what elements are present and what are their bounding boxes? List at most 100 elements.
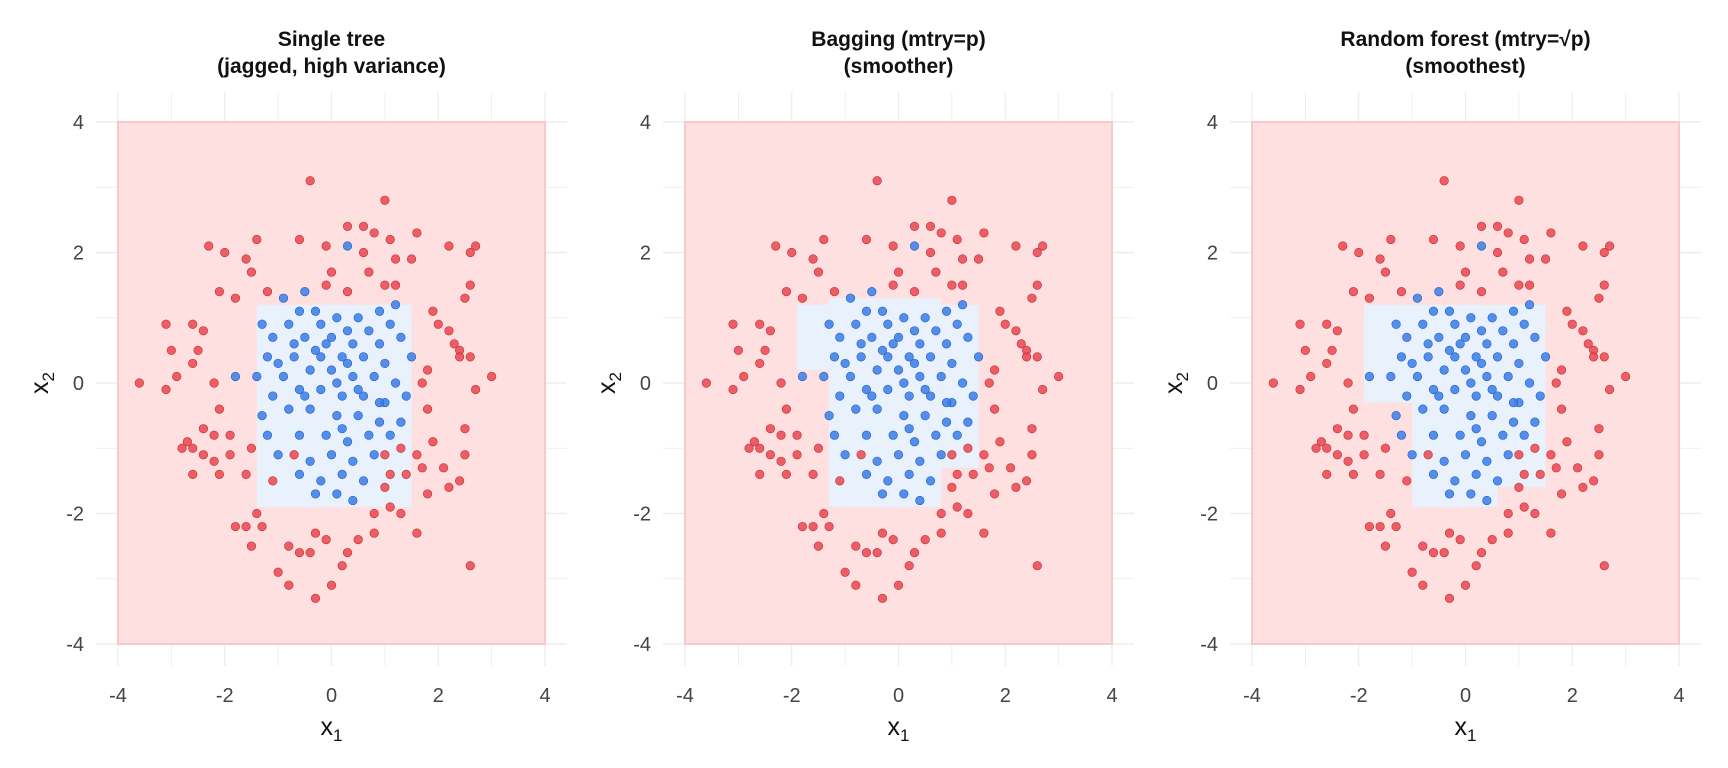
data-point-blue (310, 489, 321, 499)
data-point-blue (385, 430, 395, 440)
data-point-red (358, 221, 369, 231)
data-point-blue (348, 495, 358, 506)
data-point-red (925, 247, 936, 258)
data-point-red (1546, 228, 1556, 238)
data-point-red (1348, 287, 1359, 297)
data-point-red (739, 371, 749, 382)
data-point-red (1460, 580, 1471, 590)
data-point-blue (1482, 456, 1492, 466)
data-point-blue (374, 417, 385, 427)
data-point-red (829, 287, 840, 297)
data-point-red (241, 521, 251, 532)
data-point-red (1375, 254, 1385, 264)
data-point-blue (1418, 404, 1428, 414)
data-point-blue (904, 352, 914, 362)
data-point-red (1038, 241, 1048, 251)
data-point-blue (797, 371, 808, 382)
region-inner-class (829, 298, 942, 507)
data-point-red (172, 371, 182, 382)
data-point-red (1556, 365, 1567, 375)
data-point-blue (332, 313, 342, 323)
region-inner-class (1412, 304, 1498, 507)
data-point-blue (300, 287, 310, 297)
x-tick-label: 2 (433, 685, 444, 707)
data-point-red (252, 234, 262, 245)
data-point-blue (396, 417, 406, 427)
data-point-red (161, 384, 171, 395)
data-point-blue (888, 430, 898, 440)
data-point-blue (1524, 300, 1535, 310)
data-point-blue (915, 495, 925, 506)
data-point-blue (835, 391, 845, 401)
data-point-red (444, 241, 454, 251)
data-point-red (1589, 476, 1599, 486)
data-point-red (1011, 326, 1021, 336)
data-point-red (455, 476, 465, 486)
data-point-blue (824, 319, 834, 329)
data-point-blue (348, 339, 358, 349)
data-point-red (1306, 371, 1316, 382)
data-point-blue (1487, 384, 1497, 395)
data-point-red (1605, 241, 1615, 251)
data-point-blue (1460, 450, 1471, 460)
data-point-blue (374, 306, 385, 316)
data-point-red (733, 345, 743, 355)
data-point-blue (1530, 332, 1540, 342)
data-point-blue (1450, 319, 1460, 329)
data-point-red (1455, 241, 1465, 251)
data-point-blue (1386, 371, 1396, 382)
data-point-red (1556, 489, 1567, 499)
data-point-blue (952, 430, 962, 440)
data-point-red (995, 306, 1005, 316)
y-tick-label: -4 (66, 634, 84, 656)
data-point-red (1402, 476, 1412, 486)
data-point-blue (1471, 352, 1481, 362)
data-point-blue (1503, 371, 1513, 382)
data-point-blue (316, 352, 326, 362)
data-point-blue (321, 430, 331, 440)
data-point-red (305, 176, 315, 186)
data-point-red (417, 378, 427, 388)
data-point-red (909, 287, 920, 297)
data-point-red (1022, 476, 1032, 486)
data-point-red (1027, 450, 1037, 460)
data-point-red (1359, 430, 1369, 440)
data-point-red (1354, 247, 1364, 258)
data-point-blue (1476, 241, 1487, 251)
data-point-blue (1364, 371, 1375, 382)
data-point-blue (861, 469, 872, 479)
data-point-blue (1514, 358, 1524, 369)
data-point-red (1343, 456, 1353, 466)
data-point-blue (278, 371, 289, 382)
data-point-red (1316, 437, 1326, 447)
data-point-blue (321, 339, 331, 349)
data-point-red (438, 463, 449, 473)
data-point-red (771, 241, 781, 251)
data-point-red (776, 430, 786, 440)
data-point-red (380, 450, 390, 460)
data-point-red (1375, 521, 1385, 532)
data-point-blue (861, 430, 872, 440)
data-point-red (1032, 561, 1042, 571)
data-point-red (952, 469, 962, 479)
data-point-blue (364, 326, 374, 336)
data-point-blue (1476, 437, 1487, 447)
data-point-red (989, 489, 1000, 499)
data-point-blue (406, 352, 417, 362)
data-point-blue (845, 293, 856, 303)
data-point-blue (915, 456, 925, 466)
data-point-blue (1418, 319, 1428, 329)
data-point-blue (1412, 293, 1423, 303)
data-point-blue (925, 391, 936, 401)
data-point-blue (1450, 352, 1460, 362)
data-point-red (755, 358, 765, 369)
data-point-blue (1503, 450, 1513, 460)
data-point-red (1418, 580, 1428, 590)
data-point-red (936, 528, 946, 538)
data-point-blue (1434, 332, 1444, 342)
data-point-blue (374, 339, 385, 349)
data-point-blue (899, 313, 909, 323)
data-point-red (460, 450, 470, 460)
data-point-red (198, 450, 208, 460)
data-point-blue (1492, 476, 1503, 486)
